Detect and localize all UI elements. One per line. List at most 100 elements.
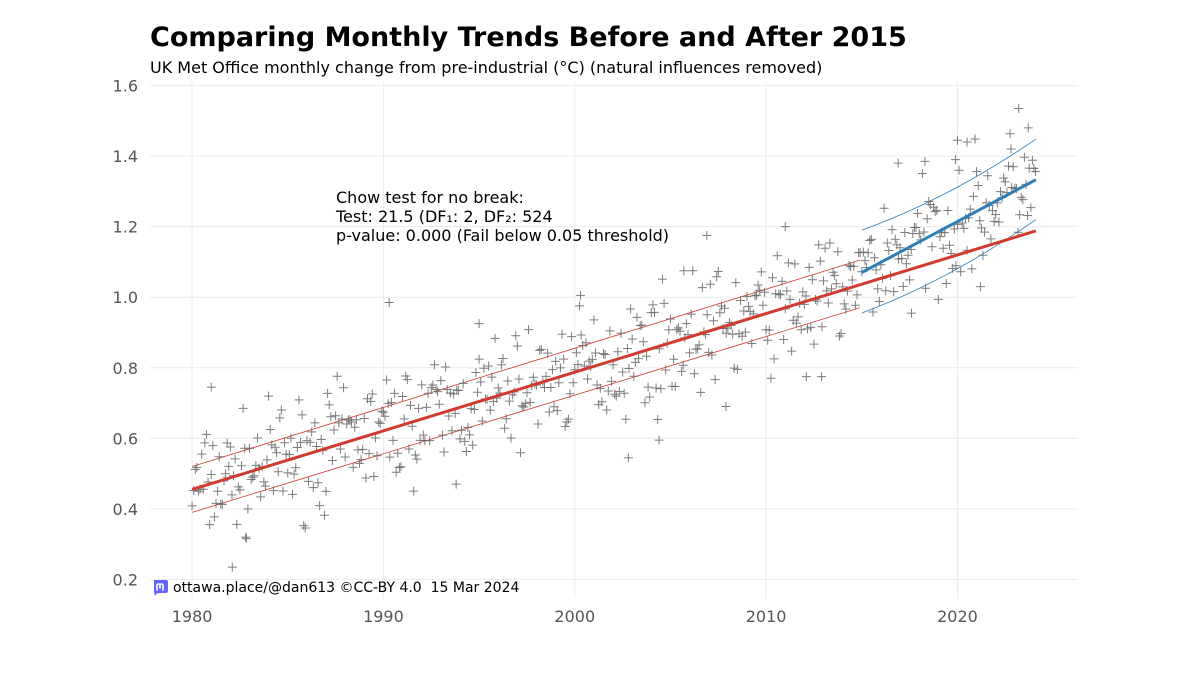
data-point — [559, 354, 569, 364]
data-point — [367, 389, 377, 399]
data-point — [520, 399, 530, 409]
data-point — [863, 248, 873, 258]
data-point — [881, 286, 891, 296]
data-point — [300, 523, 310, 533]
data-point — [825, 238, 835, 248]
data-point — [669, 354, 679, 364]
data-point — [412, 454, 422, 464]
data-point — [978, 250, 988, 260]
x-tick-label: 2010 — [746, 607, 787, 626]
data-point — [272, 448, 282, 458]
data-point — [882, 238, 892, 248]
data-point — [294, 395, 304, 405]
data-point — [321, 486, 331, 496]
data-point — [369, 471, 379, 481]
data-point — [208, 441, 218, 451]
data-point — [686, 309, 696, 319]
data-point — [375, 418, 385, 428]
footer-date: 15 Mar 2024 — [430, 580, 520, 596]
data-point — [393, 448, 403, 458]
data-point — [694, 340, 704, 350]
annotation-line-3: p-value: 0.000 (Fail below 0.05 threshol… — [336, 226, 670, 245]
data-point — [1026, 203, 1036, 213]
data-point — [311, 441, 321, 451]
data-point — [441, 362, 451, 372]
data-point — [313, 478, 323, 488]
data-point — [865, 235, 875, 245]
data-point — [1003, 161, 1013, 171]
data-point — [439, 447, 449, 457]
data-point — [252, 433, 262, 443]
data-point — [563, 414, 573, 424]
data-point — [268, 486, 278, 496]
data-point — [406, 400, 416, 410]
data-point — [214, 452, 224, 462]
data-point — [956, 267, 966, 277]
data-point — [679, 266, 689, 276]
data-point — [327, 455, 337, 465]
data-point — [457, 425, 467, 435]
data-point — [484, 361, 494, 371]
data-point — [384, 297, 394, 307]
y-tick-label: 1.0 — [113, 288, 138, 307]
data-point — [943, 206, 953, 216]
data-point — [642, 351, 652, 361]
data-point — [230, 454, 240, 464]
data-point — [804, 262, 814, 272]
data-point — [697, 283, 707, 293]
data-point — [264, 391, 274, 401]
data-point — [688, 266, 698, 276]
data-point — [374, 417, 384, 427]
data-point — [927, 242, 937, 252]
data-point — [983, 171, 993, 181]
data-point — [839, 299, 849, 309]
data-point — [917, 168, 927, 178]
data-point — [409, 486, 419, 496]
data-point — [192, 462, 202, 472]
data-point — [225, 442, 235, 452]
data-point — [335, 444, 345, 454]
data-point — [793, 312, 803, 322]
data-point — [809, 339, 819, 349]
data-point — [807, 275, 817, 285]
full-band-high — [191, 259, 860, 467]
data-point — [337, 414, 347, 424]
data-point — [860, 256, 870, 266]
data-point — [485, 405, 495, 415]
data-point — [611, 391, 621, 401]
data-point — [235, 485, 245, 495]
data-point — [468, 440, 478, 450]
data-point — [512, 341, 522, 351]
data-point — [385, 452, 395, 462]
data-point — [670, 382, 680, 392]
data-point — [265, 424, 275, 434]
data-point — [332, 371, 342, 381]
data-point — [324, 400, 334, 410]
data-point — [544, 407, 554, 417]
data-point — [528, 372, 538, 382]
x-tick-label: 1990 — [363, 607, 404, 626]
data-point — [702, 230, 712, 240]
data-point — [830, 270, 840, 280]
data-point — [275, 413, 285, 423]
data-point — [991, 210, 1001, 220]
data-point — [197, 449, 207, 459]
data-point — [920, 156, 930, 166]
data-point — [487, 372, 497, 382]
data-point — [613, 347, 623, 357]
data-point — [291, 463, 301, 473]
data-point — [241, 534, 251, 544]
data-point — [217, 499, 227, 509]
data-point — [284, 450, 294, 460]
data-point — [465, 430, 475, 440]
data-point — [575, 301, 585, 311]
data-point — [455, 434, 465, 444]
data-point — [600, 349, 610, 359]
x-tick-label: 1980 — [172, 607, 213, 626]
data-point — [209, 512, 219, 522]
data-point — [989, 216, 999, 226]
data-point — [315, 501, 325, 511]
data-point — [627, 334, 637, 344]
data-point — [288, 489, 298, 499]
data-point — [262, 455, 272, 465]
